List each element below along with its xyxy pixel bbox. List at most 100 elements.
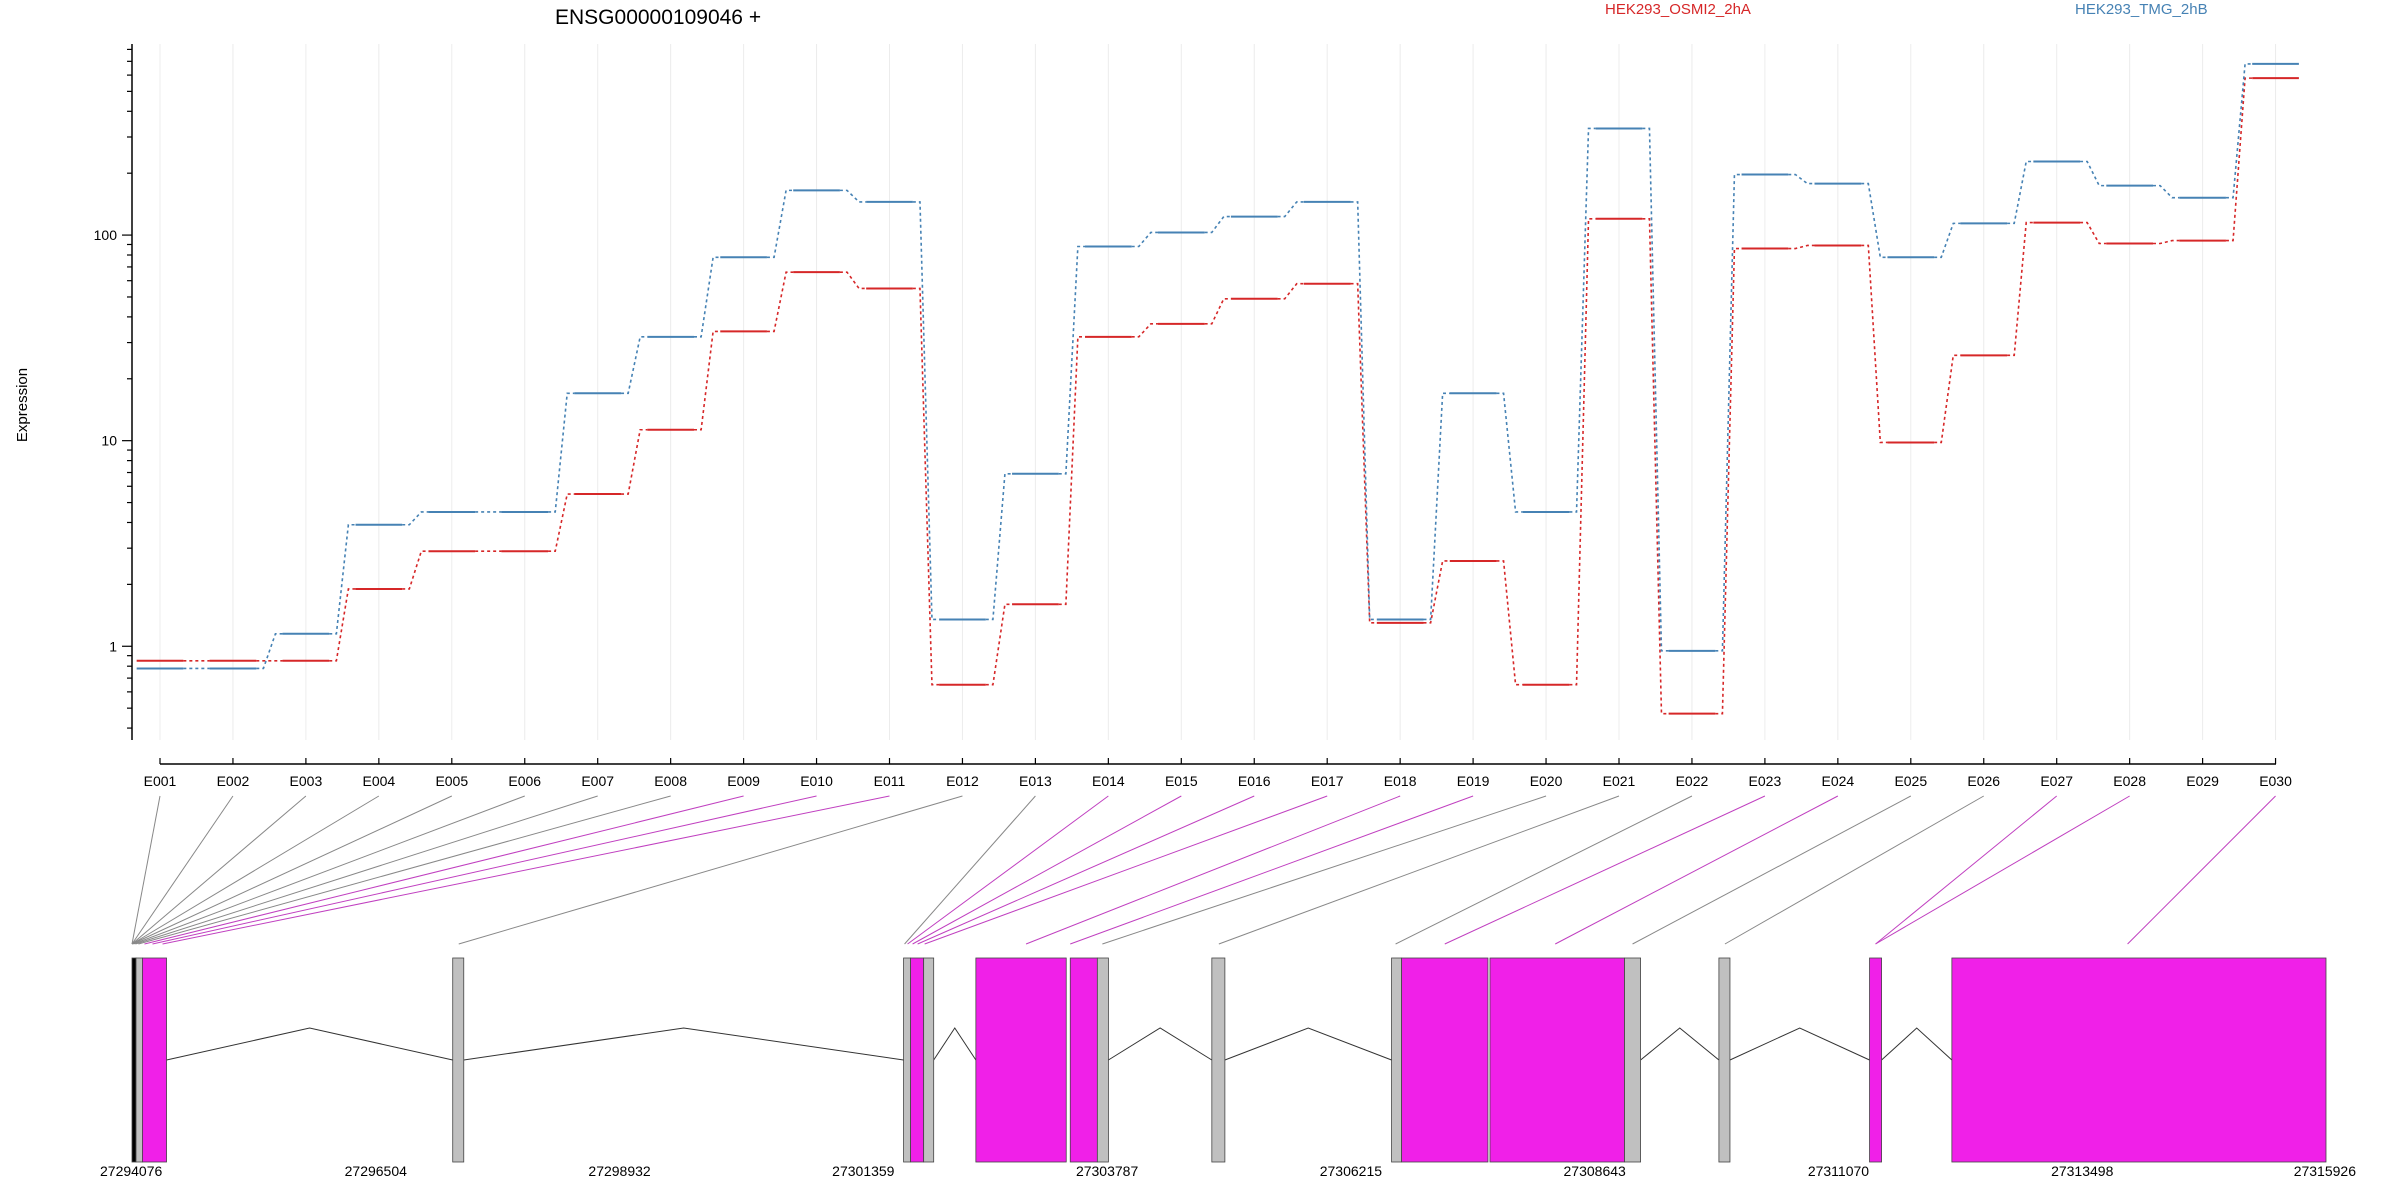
series-connector [912,201,940,621]
genomic-tick-label: 27303787 [1076,1163,1139,1179]
genomic-tick-label: 27308643 [1564,1163,1627,1179]
intron-line [933,1027,977,1061]
intron-line [463,1027,904,1061]
series-connector [2080,160,2107,187]
bin-connector [135,795,598,945]
series-connector [1715,247,1742,715]
series-connector [548,392,575,513]
y-tick-label: 10 [101,433,117,449]
series-connector [2007,221,2034,357]
x-tick-label: E027 [2040,773,2073,789]
x-tick-label: E026 [1967,773,2000,789]
series-connector [2152,184,2180,199]
exon-block [975,957,1067,1163]
series-connector [839,271,867,290]
exon-block [1951,957,2327,1163]
exon-block [1869,957,1882,1163]
series-line-1 [136,77,2299,715]
series-connector [1934,222,1961,259]
series-connector [766,189,794,259]
bin-connector [131,795,161,945]
series-connector [402,550,429,590]
bin-connector [1632,795,1912,945]
series-connector [839,189,867,203]
exon-block [1391,957,1403,1163]
series-connector [256,632,283,670]
exon-block [910,957,925,1163]
series-connector [1715,173,1742,652]
x-tick-label: E018 [1384,773,1417,789]
genomic-tick-label: 27311070 [1808,1163,1869,1179]
y-axis: 1 10 100 [94,44,133,740]
x-tick-label: E004 [362,773,395,789]
bin-connector [144,795,744,945]
intron-line [1224,1027,1392,1061]
genomic-tick-label: 27294076 [100,1163,163,1179]
series-connector [985,473,1013,621]
bin-connector [1102,795,1547,945]
series-connector [1423,560,1450,624]
exon-block [1211,957,1226,1163]
series-connector [1569,218,1596,686]
x-tick-label: E024 [1821,773,1854,789]
series-connector [1642,127,1669,652]
bin-connector [1875,795,2130,945]
x-tick-label: E002 [217,773,250,789]
bin-connector [133,795,525,945]
exon-block [135,957,143,1163]
bin-connector [904,795,1036,945]
series-connector [1788,244,1815,250]
x-tick-label: E007 [581,773,614,789]
series-connector [1277,282,1304,300]
series-connector [1861,182,1888,259]
bin-connector [131,795,453,945]
series-connector [1277,201,1304,218]
vertical-gridlines [159,44,2277,740]
series-connector [1350,282,1377,624]
exon-block [1401,957,1489,1163]
legend-entry-series-2: HEK293_TMG_2hB [2075,1,2208,18]
bin-connector [152,795,817,945]
bin-connector [1025,795,1401,945]
x-tick-label: E010 [800,773,833,789]
x-tick-label: E001 [144,773,177,789]
exon-block [142,957,167,1163]
series-lines [136,62,2299,715]
x-tick-label: E005 [435,773,468,789]
intron-line [166,1027,453,1061]
series-connector [1131,231,1158,248]
exon-block [923,957,935,1163]
series-connector [1569,127,1596,513]
x-tick-label: E028 [2113,773,2146,789]
series-connector [2225,63,2253,199]
series-connector [329,523,356,635]
bin-connector [1724,795,1984,945]
x-tick-label: E012 [946,773,979,789]
series-connector [1058,336,1086,606]
series-connector [693,256,721,338]
intron-line [1640,1027,1720,1061]
intron-line [1729,1027,1870,1061]
x-tick-label: E003 [290,773,323,789]
series-connector [1861,244,1888,444]
chart-title: ENSG00000109046 + [555,6,761,29]
bin-connector [1395,795,1693,945]
bin-connector [131,795,234,945]
bin-connector [907,795,1109,945]
x-tick-label: E019 [1457,773,1490,789]
x-tick-label: E030 [2259,773,2292,789]
bin-connector [131,795,307,945]
exon-block [1489,957,1625,1163]
exon-block [1069,957,1098,1163]
series-connector [1204,297,1231,325]
y-tick-label: 1 [109,638,117,654]
genomic-tick-label: 27306215 [1320,1163,1383,1179]
exon-block [1718,957,1731,1163]
series-connector [1131,323,1158,338]
series-connector [329,588,356,662]
series-connector [1642,218,1669,715]
bin-connector [138,795,671,945]
series-connector [693,330,721,431]
series-connector [1788,173,1815,185]
